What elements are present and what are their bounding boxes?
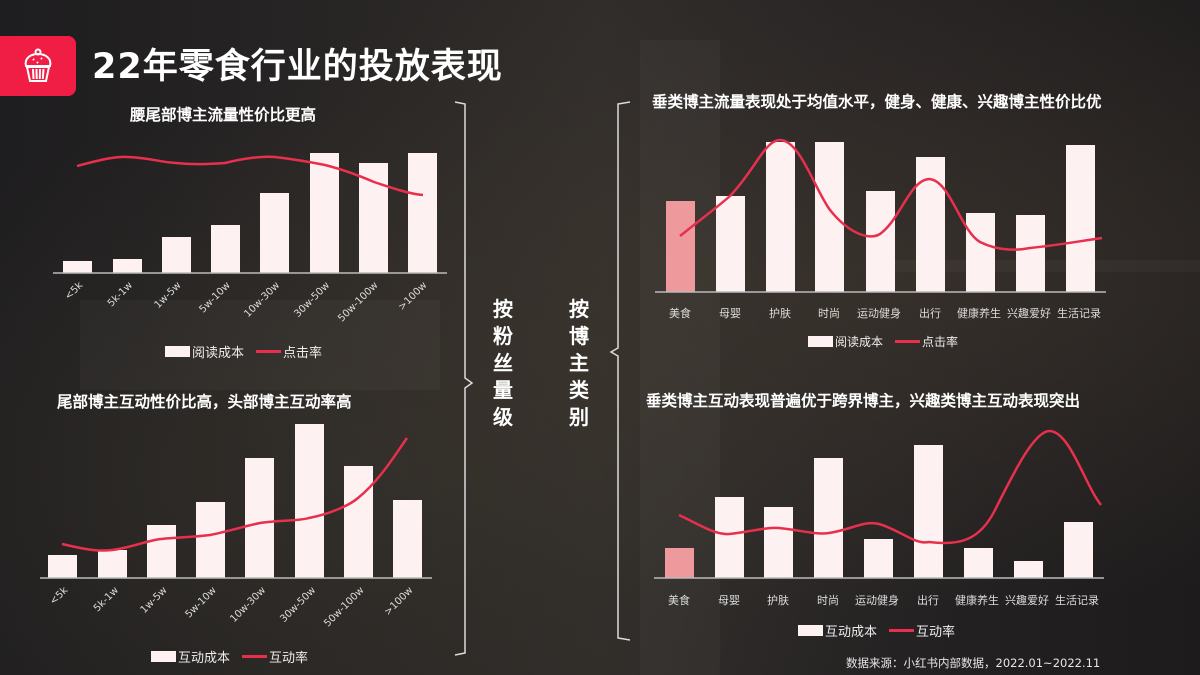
bar [814,458,843,578]
legend-label: 互动率 [269,651,309,666]
chart-title-category-interaction: 垂类博主互动表现普遍优于跨界博主，兴趣类博主互动表现突出 [646,392,1081,410]
x-label: 生活记录 [1055,594,1099,607]
bar [147,525,176,578]
legend-bar-swatch [808,336,833,347]
bars-reading-cost [63,153,437,273]
x-label: 时尚 [817,594,839,607]
x-label: 母婴 [719,307,741,320]
cupcake-icon [24,48,52,82]
bar [408,153,437,273]
data-source-note: 数据来源：小红书内部数据，2022.01~2022.11 [846,656,1101,670]
page-title: 22年零食行业的投放表现 [92,47,503,87]
bar [866,191,895,292]
bracket-fan-level [454,101,474,656]
bars-reading-cost [716,142,1095,292]
bar [310,153,339,273]
bar-highlight [665,548,694,578]
bar [916,157,945,292]
x-label: 出行 [919,307,941,320]
legend-label: 点击率 [922,335,959,349]
bar [48,555,77,578]
x-label: 出行 [917,594,939,607]
chart-follower-interaction [40,424,432,579]
legend-label: 阅读成本 [835,335,884,349]
bar-highlight [666,201,695,292]
legend-bar-swatch [165,346,190,357]
legend-label: 互动率 [916,625,956,640]
bar [162,237,191,273]
legend-label: 互动成本 [825,625,878,640]
bar [715,497,744,578]
bracket-blogger-category [609,101,631,641]
x-label: 运动健身 [857,307,901,320]
legend-line-swatch [242,655,268,658]
line-interaction-rate [61,437,409,552]
bar [964,548,993,578]
legend-label: 阅读成本 [192,346,245,361]
legend-chart2: 互动成本 互动率 [151,647,308,666]
line-click-rate [679,138,1103,251]
x-label: 健康养生 [957,307,1001,320]
legend-label: 点击率 [283,346,323,361]
legend-bar-swatch [798,625,823,636]
bar [766,142,795,292]
bar [764,507,793,578]
legend-line-swatch [895,340,921,343]
x-label: 母婴 [718,594,740,607]
bar [1066,145,1095,292]
bar [864,539,893,578]
chart-follower-traffic [53,153,447,274]
bars-interaction-cost [48,424,422,578]
x-label: 护肤 [767,594,789,607]
bar [1016,215,1045,292]
bar [196,502,225,578]
legend-line-swatch [256,350,282,353]
bar [1014,561,1043,578]
chart-title-follower-traffic: 腰尾部博主流量性价比更高 [130,106,317,124]
x-label: 健康养生 [955,594,999,607]
bar [1064,522,1093,578]
bar [359,163,388,273]
bar [245,458,274,578]
legend-line-swatch [889,629,915,632]
legend-chart3: 阅读成本 点击率 [808,333,958,350]
legend-chart1: 阅读成本 点击率 [165,342,322,361]
legend-bar-swatch [151,651,176,662]
x-label: 运动健身 [855,594,899,607]
bar [211,225,240,273]
legend-label: 互动成本 [178,651,231,666]
bar [260,193,289,273]
legend-chart4: 互动成本 互动率 [798,621,955,640]
bar [914,445,943,578]
bar [716,196,745,292]
chart-title-follower-interaction: 尾部博主互动性价比高，头部博主互动率高 [57,393,352,411]
x-label: 生活记录 [1057,307,1101,320]
x-label: 兴趣爱好 [1005,594,1049,607]
line-interaction-rate [678,429,1102,545]
title-badge [0,36,76,96]
x-label: 兴趣爱好 [1007,307,1051,320]
bar [393,500,422,578]
chart-category-interaction [654,429,1104,579]
bar [966,213,995,292]
bars-interaction-cost [715,445,1093,578]
bar [815,142,844,292]
line-click-rate [76,155,424,197]
bar [63,261,92,273]
x-label: 时尚 [818,307,840,320]
group-label-fan-level: 按 粉 丝 量 级 [493,297,513,429]
bar [295,424,324,578]
bar [113,259,142,273]
bar [98,550,127,578]
x-label: 美食 [668,594,690,607]
chart-category-traffic [655,138,1106,293]
chart-title-category-traffic: 垂类博主流量表现处于均值水平，健身、健康、兴趣博主性价比优 [652,93,1102,111]
group-label-blogger-category: 按 博 主 类 别 [569,297,589,429]
x-label: 美食 [669,307,691,320]
bar [344,466,373,578]
x-label: 护肤 [769,307,791,320]
